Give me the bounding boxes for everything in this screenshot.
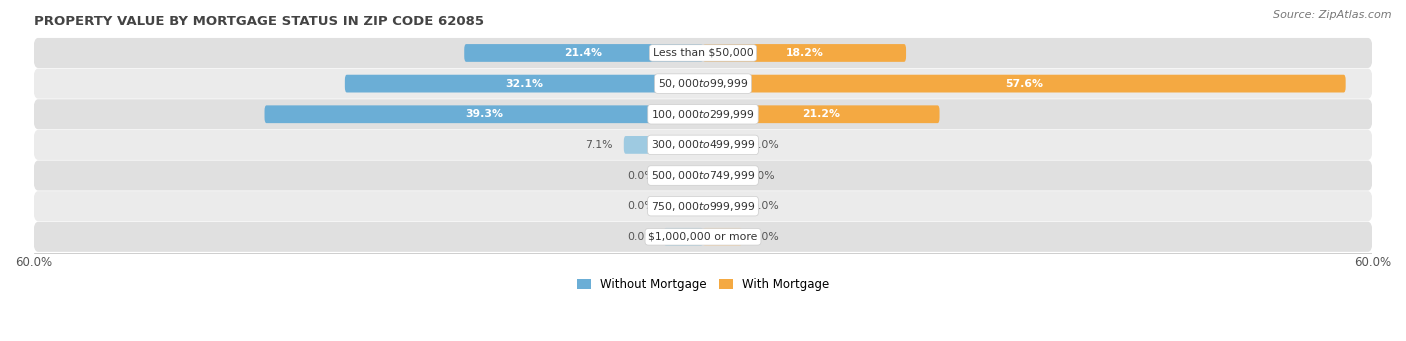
Text: $750,000 to $999,999: $750,000 to $999,999 bbox=[651, 200, 755, 213]
Text: $1,000,000 or more: $1,000,000 or more bbox=[648, 232, 758, 242]
FancyBboxPatch shape bbox=[34, 222, 1372, 252]
FancyBboxPatch shape bbox=[464, 44, 703, 62]
Legend: Without Mortgage, With Mortgage: Without Mortgage, With Mortgage bbox=[572, 273, 834, 296]
Text: $100,000 to $299,999: $100,000 to $299,999 bbox=[651, 108, 755, 121]
FancyBboxPatch shape bbox=[34, 99, 1372, 129]
FancyBboxPatch shape bbox=[703, 167, 737, 184]
Text: 21.2%: 21.2% bbox=[803, 109, 841, 119]
FancyBboxPatch shape bbox=[34, 161, 1372, 191]
Text: $500,000 to $749,999: $500,000 to $749,999 bbox=[651, 169, 755, 182]
FancyBboxPatch shape bbox=[34, 69, 1372, 99]
FancyBboxPatch shape bbox=[624, 136, 703, 154]
Text: 0.0%: 0.0% bbox=[751, 201, 779, 211]
FancyBboxPatch shape bbox=[703, 105, 939, 123]
Text: 21.4%: 21.4% bbox=[565, 48, 603, 58]
FancyBboxPatch shape bbox=[664, 228, 703, 246]
Text: $300,000 to $499,999: $300,000 to $499,999 bbox=[651, 138, 755, 151]
FancyBboxPatch shape bbox=[703, 197, 742, 215]
Text: 0.0%: 0.0% bbox=[627, 201, 655, 211]
Text: 7.1%: 7.1% bbox=[585, 140, 613, 150]
Text: 0.0%: 0.0% bbox=[751, 232, 779, 242]
Text: Less than $50,000: Less than $50,000 bbox=[652, 48, 754, 58]
FancyBboxPatch shape bbox=[703, 136, 742, 154]
FancyBboxPatch shape bbox=[34, 38, 1372, 68]
FancyBboxPatch shape bbox=[703, 44, 905, 62]
Text: 32.1%: 32.1% bbox=[505, 79, 543, 89]
Text: 3.0%: 3.0% bbox=[748, 170, 775, 180]
Text: 18.2%: 18.2% bbox=[786, 48, 824, 58]
FancyBboxPatch shape bbox=[664, 167, 703, 184]
Text: 0.0%: 0.0% bbox=[751, 140, 779, 150]
FancyBboxPatch shape bbox=[664, 197, 703, 215]
FancyBboxPatch shape bbox=[703, 228, 742, 246]
Text: 0.0%: 0.0% bbox=[627, 232, 655, 242]
FancyBboxPatch shape bbox=[703, 75, 1346, 92]
FancyBboxPatch shape bbox=[34, 130, 1372, 160]
FancyBboxPatch shape bbox=[344, 75, 703, 92]
Text: 57.6%: 57.6% bbox=[1005, 79, 1043, 89]
Text: Source: ZipAtlas.com: Source: ZipAtlas.com bbox=[1274, 10, 1392, 20]
FancyBboxPatch shape bbox=[264, 105, 703, 123]
Text: PROPERTY VALUE BY MORTGAGE STATUS IN ZIP CODE 62085: PROPERTY VALUE BY MORTGAGE STATUS IN ZIP… bbox=[34, 15, 484, 28]
Text: 39.3%: 39.3% bbox=[465, 109, 503, 119]
Text: 0.0%: 0.0% bbox=[627, 170, 655, 180]
Text: $50,000 to $99,999: $50,000 to $99,999 bbox=[658, 77, 748, 90]
FancyBboxPatch shape bbox=[34, 191, 1372, 221]
